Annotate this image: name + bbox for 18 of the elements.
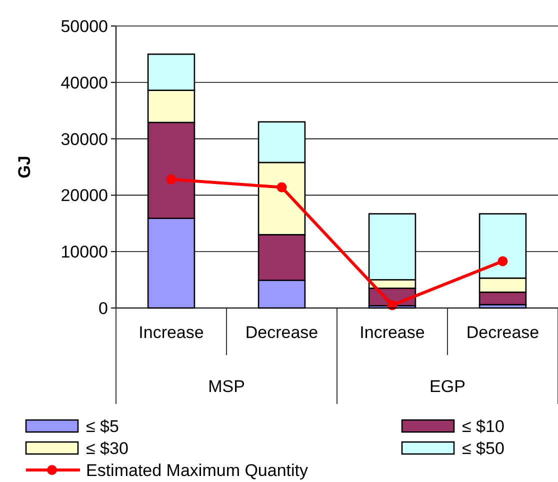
x-tick-label: Increase [138,323,204,342]
y-axis-title: GJ [15,156,34,178]
y-tick-label: 0 [98,298,108,318]
y-tick-label: 50000 [60,16,108,36]
x-tick-label: Decrease [466,323,540,342]
y-tick-label: 10000 [60,242,108,262]
legend-label: Estimated Maximum Quantity [86,460,309,480]
y-tick-label: 20000 [60,186,108,206]
y-tick-label: 40000 [60,73,108,92]
x-tick-label: Increase [360,323,425,342]
legend-label: ≤ $10 [462,416,504,436]
legend-label: ≤ $30 [86,438,128,458]
x-tick-label: Decrease [245,323,318,342]
y-tick-label: 30000 [60,130,108,149]
legend-label: ≤ $5 [86,416,119,436]
text: MSP [208,377,245,396]
text: EGP [430,377,466,396]
legend-label: ≤ $50 [462,438,504,458]
